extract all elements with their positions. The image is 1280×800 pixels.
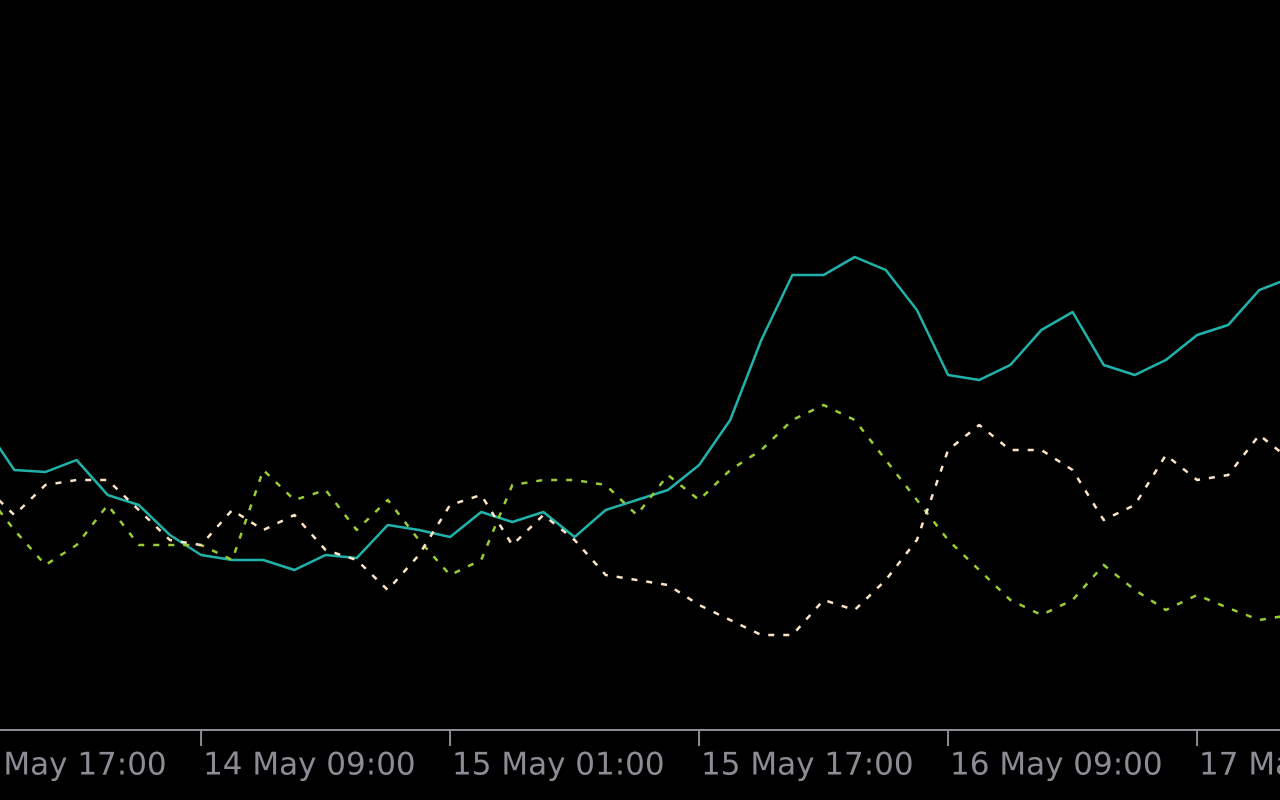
series-line: [0, 255, 1280, 572]
x-tick-label: 15 May 01:00: [452, 747, 665, 783]
x-tick-label: 13 May 17:00: [0, 747, 167, 783]
series-line: [0, 423, 1280, 637]
x-tick-label: 14 May 09:00: [203, 747, 416, 783]
x-tick-label: 15 May 17:00: [701, 747, 914, 783]
x-tick-label: 16 May 09:00: [950, 747, 1163, 783]
x-tick-label: 17 May 01:00: [1199, 747, 1280, 783]
